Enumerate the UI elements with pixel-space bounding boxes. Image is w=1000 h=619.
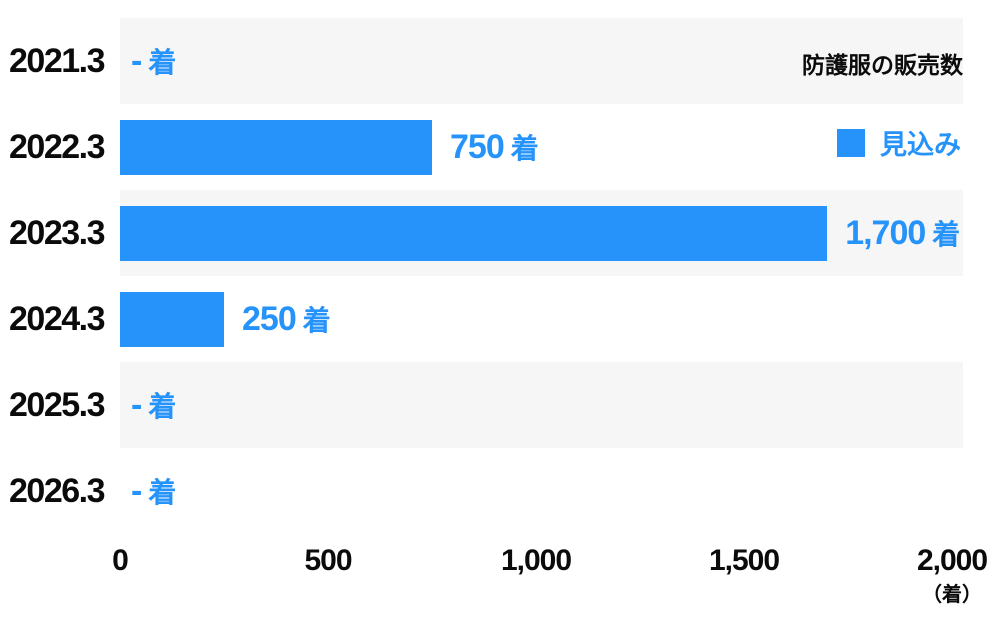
x-axis: 0 500 1,000 1,500 2,000 [112,544,988,584]
row-band: 750 着 [120,104,963,190]
category-label: 2024.3 [9,299,106,338]
x-tick-label: 2,000 [916,544,988,577]
legend-swatch-icon [837,128,865,157]
value-label: 1,700 着 [845,213,960,253]
category-column: 2021.3 2022.3 2023.3 2024.3 2025.3 2026.3 [0,18,106,534]
value-unit: 着 [302,305,331,336]
value-unit: 着 [510,133,539,164]
x-tick-label: 0 [112,544,129,577]
x-tick-label: 1,000 [500,544,572,577]
value-number: 750 [450,127,505,166]
x-axis-unit-label: （着） [922,584,982,606]
category-label: 2025.3 [9,385,106,424]
value-unit: 着 [148,477,177,508]
category-label: 2023.3 [9,213,106,252]
category-label: 2022.3 [9,127,106,166]
row-band: 250 着 [120,276,963,362]
category-label: 2021.3 [9,41,106,80]
x-tick-label: 1,500 [708,544,780,577]
value-unit: 着 [932,219,961,250]
value-label: -着 [131,385,176,425]
value-number: 250 [242,299,297,338]
value-number: 1,700 [845,213,926,252]
value-label: -着 [131,41,176,81]
value-unit: 着 [148,391,177,422]
value-unit: 着 [148,47,177,78]
sales-bar [120,291,224,347]
chart-title: 防護服の販売数 [802,52,963,78]
row-band: -着 [120,18,963,104]
value-number: - [131,471,142,510]
sales-bar [120,205,828,261]
value-number: - [131,385,142,424]
category-label: 2026.3 [9,471,106,510]
sales-bar [120,119,432,175]
legend: 見込み [837,123,961,162]
x-tick-label: 500 [304,544,352,577]
value-label: -着 [131,471,176,511]
legend-label: 見込み [880,130,961,160]
value-label: 750 着 [450,127,539,167]
row-band: -着 [120,448,963,534]
value-number: - [131,41,142,80]
value-label: 250 着 [242,299,331,339]
row-band: 1,700 着 [120,190,963,276]
plot-area: - 着 750 着 1,700 着 250 着 - 着 - 着 [120,18,963,534]
row-band: -着 [120,362,963,448]
